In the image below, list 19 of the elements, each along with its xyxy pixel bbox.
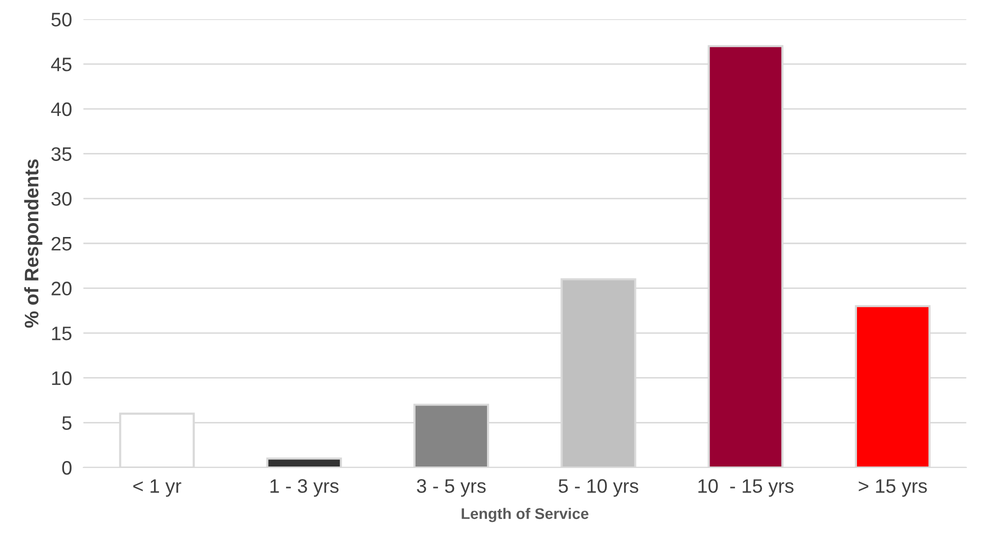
x-tick-label: 3 - 5 yrs bbox=[416, 479, 486, 497]
y-tick-label: 0 bbox=[62, 460, 72, 475]
y-tick-label: 50 bbox=[51, 12, 72, 26]
y-tick-label: 30 bbox=[51, 192, 72, 206]
y-axis-title: % of Respondents bbox=[24, 159, 42, 328]
x-tick-label: > 15 yrs bbox=[858, 479, 927, 497]
y-tick-label: 40 bbox=[51, 102, 72, 116]
x-tick-label: 1 - 3 yrs bbox=[270, 479, 339, 497]
x-axis-title: Length of Service bbox=[462, 508, 588, 522]
y-tick-label: 25 bbox=[52, 236, 72, 251]
y-tick-label: 45 bbox=[51, 58, 72, 72]
x-tick-label: 10 - 15 yrs bbox=[698, 479, 794, 497]
x-tick-label: 5 - 10 yrs bbox=[558, 479, 638, 497]
y-tick-label: 10 bbox=[52, 371, 72, 386]
x-tick-label: < 1 yr bbox=[133, 479, 182, 497]
y-tick-label: 20 bbox=[52, 282, 72, 296]
y-tick-label: 5 bbox=[62, 416, 72, 430]
y-tick-label: 35 bbox=[51, 147, 72, 161]
y-tick-label: 15 bbox=[52, 326, 72, 340]
